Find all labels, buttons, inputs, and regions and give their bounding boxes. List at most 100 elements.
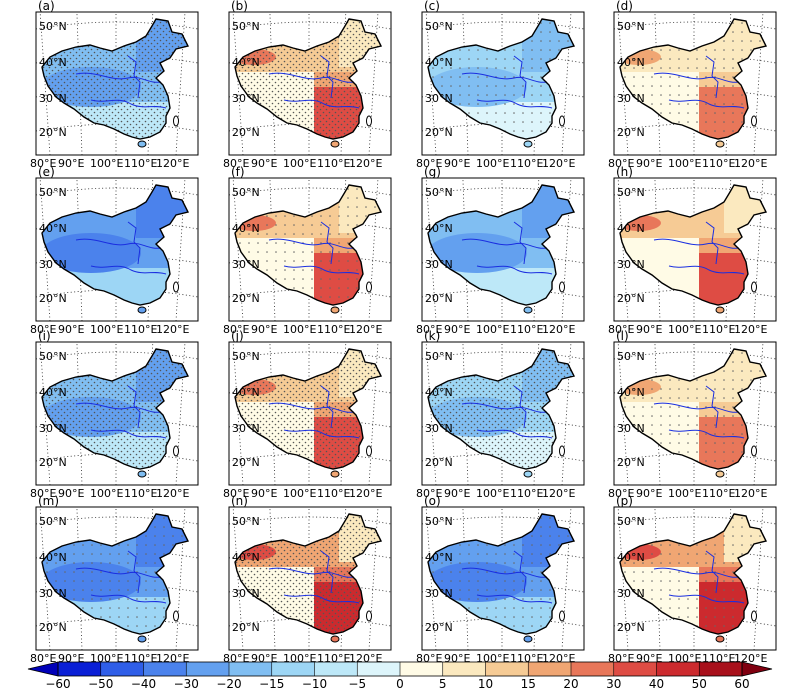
lon-label: 110°E xyxy=(510,323,543,336)
panel-label: (p) xyxy=(616,494,633,508)
lat-label: 40°N xyxy=(425,56,453,69)
colorbar-swatch xyxy=(58,662,102,676)
island-hainan xyxy=(330,140,340,148)
lat-label: 20°N xyxy=(617,126,645,139)
lon-label: 100°E xyxy=(90,323,123,336)
lat-label: 40°N xyxy=(39,551,67,564)
lat-label: 20°N xyxy=(39,621,67,634)
lat-label: 40°N xyxy=(39,386,67,399)
colorbar-swatch xyxy=(229,662,273,676)
panel-label: (d) xyxy=(616,0,633,13)
river-lines xyxy=(653,385,745,439)
island-taiwan xyxy=(751,115,757,127)
map-panel-g: (g) 50°N 40°N 30°N 20°N 80°E 90°E 100°E 110°E120… xyxy=(416,165,585,336)
lat-label: 30°N xyxy=(232,92,260,105)
map-panel-c: (c) 50°N 40°N 30°N 20°N 80°E 90°E 100°E 110°E120… xyxy=(416,0,585,170)
colorbar-tick-label: −10 xyxy=(302,677,327,691)
lat-label: 30°N xyxy=(232,587,260,600)
river-lines xyxy=(75,55,167,109)
country-outline xyxy=(619,184,768,306)
island-hainan xyxy=(137,140,147,148)
map-panel-p: (p)50°N40°N30°N20°N80°E 90°E 100°E 110°E120… xyxy=(608,494,777,665)
lat-label: 20°N xyxy=(617,292,645,305)
lat-label: 50°N xyxy=(39,515,67,528)
island-hainan xyxy=(137,635,147,643)
map-panels: (a)50°N40°N30°N20°N80°E 90°E 100°E 110°E120… xyxy=(30,0,777,665)
island-hainan xyxy=(715,306,725,314)
river-lines xyxy=(75,385,167,439)
lon-label: 120°E xyxy=(156,157,189,170)
lon-label: 80°E xyxy=(608,323,634,336)
lon-label: 120°E xyxy=(349,323,382,336)
lon-label: 90°E xyxy=(636,323,662,336)
colorbar-tick-label: 30 xyxy=(606,677,621,691)
lat-label: 40°N xyxy=(617,386,645,399)
country-outline xyxy=(427,513,576,635)
lat-label: 40°N xyxy=(617,56,645,69)
colorbar-tick-label: 40 xyxy=(649,677,664,691)
country-outline xyxy=(41,18,190,140)
panel-label: (l) xyxy=(616,329,629,343)
lat-label: 20°N xyxy=(617,456,645,469)
colorbar-tick-label: −60 xyxy=(45,677,70,691)
lon-label: 120°E xyxy=(734,157,767,170)
lon-label: 100°E xyxy=(668,487,701,500)
lon-label: 90°E xyxy=(636,157,662,170)
river-lines xyxy=(75,550,167,604)
lon-label: 120°E xyxy=(734,487,767,500)
island-taiwan xyxy=(173,445,179,457)
island-hainan xyxy=(330,635,340,643)
lat-label: 50°N xyxy=(39,186,67,199)
map-panel-a: (a) 50°N 40°N 30°N 20°N 80°E 90°E 100°E 110°E120… xyxy=(30,0,199,170)
country-outline xyxy=(41,513,190,635)
lon-label: 90°E xyxy=(251,323,277,336)
lon-label: 80°E xyxy=(30,487,56,500)
country-outline xyxy=(234,348,383,470)
lon-label: 100°E xyxy=(283,323,316,336)
colorbar-tick-label: 20 xyxy=(563,677,578,691)
panel-label: (g) xyxy=(424,165,441,179)
colorbar-swatch xyxy=(186,662,230,676)
lon-label: 80°E xyxy=(30,652,56,665)
lon-label: 120°E xyxy=(156,487,189,500)
lon-label: 90°E xyxy=(58,487,84,500)
lat-label: 50°N xyxy=(617,20,645,33)
lat-label: 50°N xyxy=(425,350,453,363)
island-taiwan xyxy=(173,610,179,622)
island-hainan xyxy=(715,140,725,148)
lat-label: 40°N xyxy=(425,551,453,564)
colorbar-tick-label: −15 xyxy=(259,677,284,691)
lon-label: 80°E xyxy=(416,157,442,170)
colorbar-swatch xyxy=(528,662,572,676)
lat-label: 40°N xyxy=(232,386,260,399)
lat-label: 50°N xyxy=(617,515,645,528)
lon-label: 110°E xyxy=(317,157,350,170)
island-taiwan xyxy=(366,445,372,457)
country-outline xyxy=(427,184,576,306)
lat-label: 20°N xyxy=(232,126,260,139)
river-lines xyxy=(268,550,360,604)
lon-label: 90°E xyxy=(444,323,470,336)
lat-label: 50°N xyxy=(39,20,67,33)
panel-label: (j) xyxy=(231,329,244,343)
lat-label: 40°N xyxy=(232,551,260,564)
colorbar-tick-label: 15 xyxy=(521,677,536,691)
map-panel-n: (n)50°N40°N30°N20°N80°E 90°E 100°E 110°E120… xyxy=(223,494,392,665)
colorbar-tick-label: 5 xyxy=(439,677,447,691)
lat-label: 30°N xyxy=(425,587,453,600)
map-panel-o: (o)50°N40°N30°N20°N80°E 90°E 100°E 110°E120… xyxy=(416,494,585,665)
lon-label: 110°E xyxy=(702,487,735,500)
lat-label: 30°N xyxy=(617,422,645,435)
panel-label: (b) xyxy=(231,0,248,13)
colorbar-tick-label: 10 xyxy=(478,677,493,691)
lat-label: 30°N xyxy=(232,258,260,271)
colorbar-swatch xyxy=(271,662,315,676)
lat-label: 30°N xyxy=(39,422,67,435)
island-taiwan xyxy=(559,115,565,127)
lon-label: 100°E xyxy=(90,157,123,170)
country-outline xyxy=(619,513,768,635)
map-panel-k: (k) 50°N 40°N 30°N 20°N 80°E 90°E 100°E 110°E120… xyxy=(416,329,585,500)
lon-label: 110°E xyxy=(124,323,157,336)
lat-label: 30°N xyxy=(39,92,67,105)
panel-label: (k) xyxy=(424,329,440,343)
